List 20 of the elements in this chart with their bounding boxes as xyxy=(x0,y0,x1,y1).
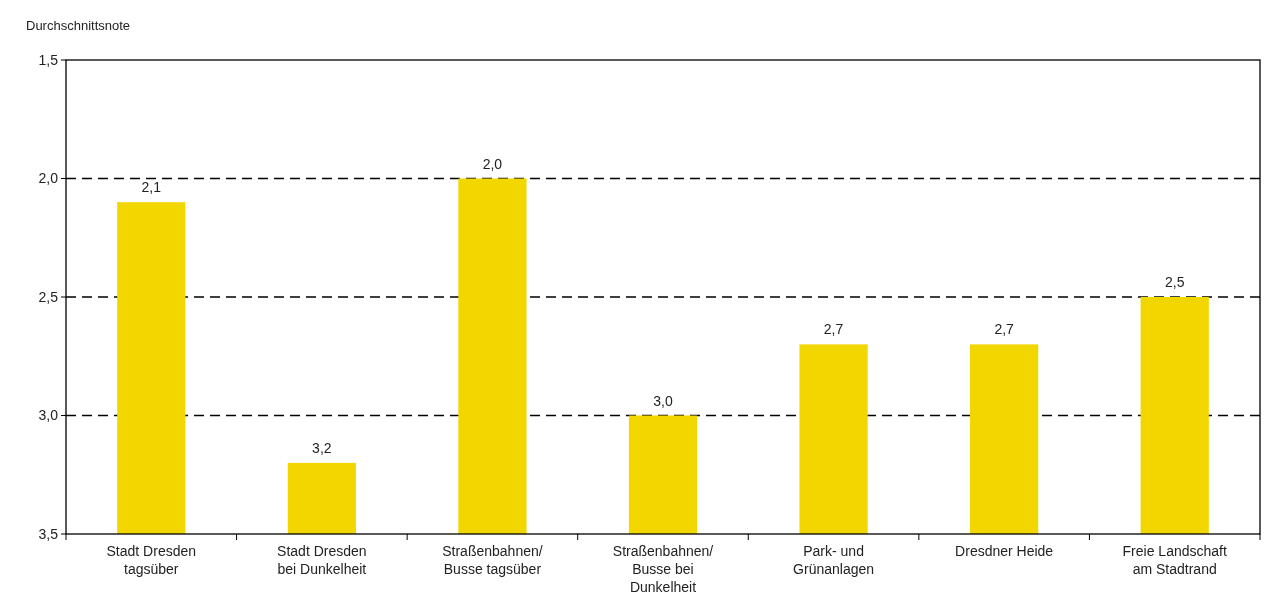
y-tick-label: 2,5 xyxy=(38,288,59,305)
y-tick-label: 2,0 xyxy=(38,170,59,187)
x-tick-label: Straßenbahnen/ Busse tagsüber xyxy=(442,543,543,577)
x-tick-label: Stadt Dresden bei Dunkelheit xyxy=(277,543,367,577)
data-label: 3,0 xyxy=(653,392,673,409)
x-tick-label: Freie Landschaft am Stadtrand xyxy=(1122,543,1227,577)
data-label: 2,0 xyxy=(482,155,503,172)
data-label: 2,5 xyxy=(1164,274,1185,290)
x-tick-label: Park- und Grünanlagen xyxy=(793,543,875,577)
data-label: 3,2 xyxy=(312,439,332,456)
x-tick-label: Straßenbahnen/ Busse bei Dunkelheit xyxy=(612,543,714,595)
y-axis-title: Durchschnittsnote xyxy=(26,18,131,33)
x-tick-label: Stadt Dresden tagsüber xyxy=(106,543,197,577)
x-tick-label: Dresdner Heide xyxy=(955,543,1054,559)
y-tick-label: 3,0 xyxy=(38,407,59,424)
y-tick-label: 1,5 xyxy=(38,51,59,68)
data-label: 2,1 xyxy=(141,179,162,196)
y-tick-label: 3,5 xyxy=(38,525,59,542)
data-label: 2,7 xyxy=(823,321,844,338)
data-label: 2,7 xyxy=(994,321,1015,338)
